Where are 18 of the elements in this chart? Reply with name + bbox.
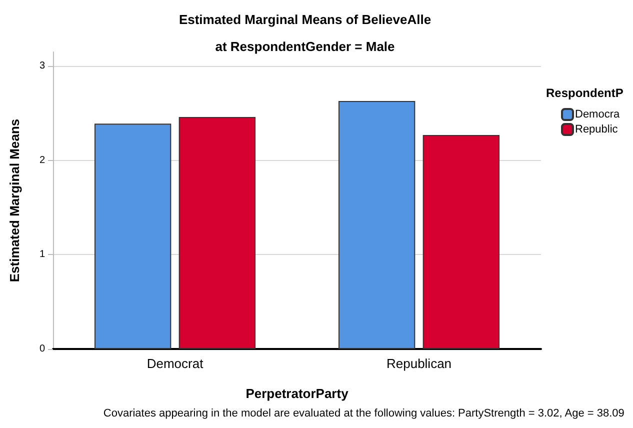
bar: [94, 124, 172, 349]
bar: [422, 134, 500, 349]
x-axis-title: PerpetratorParty: [246, 386, 350, 401]
y-tick-label: 2: [39, 154, 46, 166]
legend-title: RespondentP: [546, 86, 624, 100]
y-tick-label: 0: [39, 344, 46, 354]
legend-label: Democra: [575, 108, 621, 120]
chart-subtitle: at RespondentGender = Male: [215, 39, 395, 54]
bar: [338, 101, 416, 349]
x-tick-label: Democrat: [146, 356, 204, 371]
bar: [178, 117, 256, 349]
y-tick-label: 3: [39, 60, 46, 72]
text: Covariates appearing in the model are evaluated at the following values: PartyStrength = 3.02, Age = 38.09: [103, 408, 624, 420]
x-tick-label: Republican: [386, 356, 452, 371]
chart-title: Estimated Marginal Means of BelieveAlle: [178, 12, 432, 27]
y-axis-title: Estimated Marginal Means: [7, 118, 22, 282]
legend-label: Republic: [575, 124, 618, 136]
y-tick-label: 1: [39, 249, 46, 260]
